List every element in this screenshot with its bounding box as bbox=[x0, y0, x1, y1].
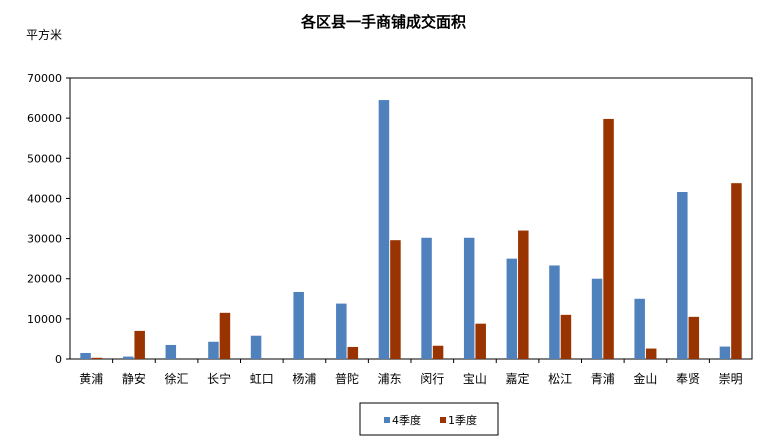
bar bbox=[463, 237, 475, 359]
bar bbox=[432, 345, 444, 359]
plot-area bbox=[69, 77, 753, 360]
bar bbox=[421, 237, 432, 359]
x-tick-label: 杨浦 bbox=[292, 371, 316, 386]
bar bbox=[603, 118, 614, 360]
bar bbox=[518, 230, 529, 359]
legend-entry: 1季度 bbox=[448, 413, 477, 427]
x-tick-label: 浦东 bbox=[378, 372, 402, 386]
bar bbox=[731, 183, 742, 359]
y-axis-label: 平方米 bbox=[26, 28, 63, 42]
legend-entry: 4季度 bbox=[392, 413, 421, 427]
y-tick-label: 50000 bbox=[27, 152, 62, 165]
bar bbox=[688, 316, 700, 359]
x-tick-label: 闵行 bbox=[420, 371, 444, 386]
x-tick-label: 长宁 bbox=[207, 371, 231, 386]
bar bbox=[677, 192, 688, 359]
bar bbox=[549, 265, 560, 359]
bar bbox=[347, 346, 359, 359]
x-tick-label: 黄浦 bbox=[79, 372, 103, 386]
bar bbox=[250, 335, 262, 359]
x-tick-label: 宝山 bbox=[463, 372, 487, 386]
y-tick-label: 60000 bbox=[27, 112, 62, 125]
y-tick-label: 40000 bbox=[27, 192, 62, 205]
y-tick-label: 30000 bbox=[27, 233, 62, 246]
bar bbox=[91, 357, 103, 359]
y-tick-label: 20000 bbox=[27, 273, 62, 286]
bar bbox=[719, 346, 731, 359]
legend-swatch bbox=[384, 417, 390, 423]
x-tick-label: 松江 bbox=[548, 372, 572, 386]
legend-box bbox=[359, 402, 499, 436]
y-tick-label: 10000 bbox=[27, 313, 62, 326]
x-tick-label: 普陀 bbox=[335, 371, 359, 386]
bar bbox=[219, 312, 231, 359]
x-tick-label: 金山 bbox=[633, 371, 657, 386]
x-tick-label: 奉贤 bbox=[676, 372, 700, 386]
x-tick-label: 徐汇 bbox=[165, 371, 189, 386]
bar bbox=[506, 258, 518, 359]
x-tick-label: 崇明 bbox=[719, 372, 743, 386]
bar bbox=[378, 100, 390, 359]
bar bbox=[80, 352, 91, 359]
bar bbox=[208, 341, 219, 359]
y-tick-label: 0 bbox=[55, 353, 62, 366]
bar bbox=[134, 330, 145, 359]
x-tick-label: 虹口 bbox=[250, 372, 274, 386]
bar bbox=[293, 291, 304, 359]
bar bbox=[165, 344, 177, 359]
bar bbox=[645, 348, 657, 359]
legend-swatch bbox=[440, 417, 446, 423]
x-tick-label: 静安 bbox=[122, 371, 146, 386]
bar bbox=[475, 323, 486, 359]
x-tick-label: 青浦 bbox=[591, 372, 615, 386]
bar bbox=[336, 303, 347, 359]
bar bbox=[591, 278, 603, 359]
bar bbox=[634, 298, 645, 359]
bar bbox=[122, 356, 134, 359]
bar bbox=[390, 240, 401, 359]
chart-title: 各区县一手商铺成交面积 bbox=[300, 13, 466, 31]
y-tick-label: 70000 bbox=[27, 72, 62, 85]
bar bbox=[560, 314, 572, 359]
x-tick-label: 嘉定 bbox=[506, 371, 530, 386]
